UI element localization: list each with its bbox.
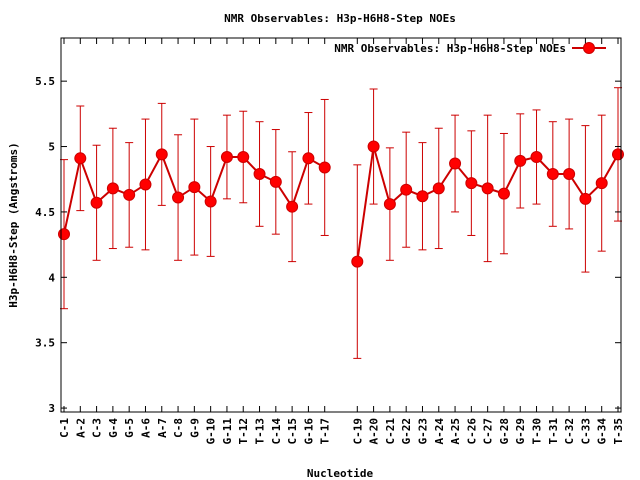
data-point [237,151,250,163]
data-point [563,168,576,180]
data-point [123,188,136,201]
x-tick-label: C-33 [579,418,592,445]
data-point [286,200,299,213]
x-tick-label: G-4 [107,418,120,438]
y-tick-label: 3 [48,402,55,415]
data-point [367,140,380,153]
data-point [58,228,70,241]
x-tick-label: A-6 [139,418,152,438]
data-point [302,152,315,165]
x-tick-label: T-35 [612,418,625,445]
data-point [546,168,559,180]
x-tick-label: G-22 [400,418,413,445]
plot-area [58,87,624,359]
data-point [351,255,364,268]
chart-title: NMR Observables: H3p-H6H8-Step NOEs [224,12,456,25]
data-point [383,198,396,211]
y-tick-label: 5 [48,141,55,154]
data-point [220,151,233,163]
y-tick-label: 3.5 [35,337,55,350]
x-tick-label: A-25 [449,418,462,445]
data-point [612,148,624,161]
x-tick-label: T-31 [547,418,560,445]
data-point [432,182,445,195]
x-tick-label: A-2 [74,418,87,438]
x-tick-label: C-21 [384,418,397,445]
x-axis-label: Nucleotide [307,467,374,480]
y-tick-label: 4.5 [35,206,55,219]
x-tick-label: T-13 [254,418,267,445]
data-point [139,178,152,191]
data-point [204,195,217,208]
data-point [269,175,282,188]
x-tick-label: G-5 [123,418,136,438]
data-point [530,151,543,163]
y-tick-label: 4 [48,271,55,284]
x-tick-label: T-17 [319,418,332,445]
x-tick-label: G-16 [302,418,315,445]
x-tick-label: T-30 [531,418,544,445]
x-tick-label: C-32 [563,418,576,445]
x-tick-label: G-11 [221,418,234,445]
data-point [465,177,478,190]
data-point [497,187,510,200]
x-tick-label: A-24 [433,418,446,445]
x-tick-label: C-1 [58,418,71,438]
data-point [188,181,201,194]
data-point [514,154,527,167]
legend-label: NMR Observables: H3p-H6H8-Step NOEs [334,42,566,55]
data-point [449,157,462,170]
x-tick-label: C-3 [91,418,104,438]
data-point [400,183,413,196]
x-tick-label: A-7 [156,418,169,438]
y-tick-label: 5.5 [35,75,55,88]
x-tick-label: A-20 [368,418,381,445]
data-point [579,192,592,205]
y-axis-label: H3p-H6H8-Step (Angstroms) [7,142,20,308]
data-point [318,161,331,174]
x-tick-label: C-14 [270,418,283,445]
x-tick-label: C-26 [465,418,478,445]
x-tick-label: C-19 [351,418,364,445]
x-tick-label: C-8 [172,418,185,438]
legend: NMR Observables: H3p-H6H8-Step NOEs [334,42,606,55]
data-point [106,182,119,195]
x-tick-label: G-34 [596,418,609,445]
data-point [172,191,185,204]
data-point [416,190,429,203]
x-tick-label: C-15 [286,418,299,445]
x-tick-label: G-28 [498,418,511,445]
data-point [253,168,266,180]
x-tick-label: G-29 [514,418,527,445]
data-point [74,152,87,165]
data-point [595,177,608,190]
data-point [90,196,103,209]
data-point [481,182,494,195]
x-tick-label: C-27 [482,418,495,445]
x-tick-label: T-12 [237,418,250,445]
plot-frame [60,37,622,413]
data-point [155,148,168,161]
x-tick-label: G-23 [416,418,429,445]
x-tick-label: G-10 [205,418,218,445]
legend-marker [583,42,595,54]
axes: 3 3.5 4 4.5 5 5.5 C-1 A-2 C-3 G-4 G-5 A-6 A-7 C-8 G-9 G… [35,38,625,445]
x-tick-label: G-9 [188,418,201,438]
